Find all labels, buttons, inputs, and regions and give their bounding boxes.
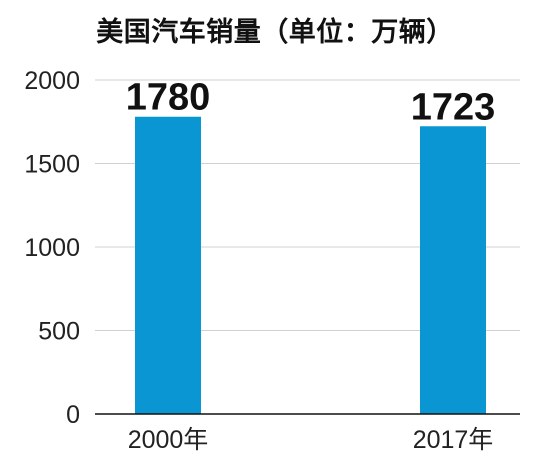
- x-tick-label: 2000年: [128, 426, 209, 454]
- y-tick-label: 1500: [24, 151, 80, 179]
- x-axis-ticks: 2000年 2017年: [128, 426, 494, 454]
- y-tick-label: 500: [38, 318, 80, 346]
- bar: [135, 116, 201, 415]
- y-tick-label: 1000: [24, 234, 80, 262]
- data-labels: 1780 1723: [126, 77, 496, 129]
- data-label: 1780: [126, 77, 211, 119]
- y-tick-label: 0: [66, 401, 80, 429]
- x-tick-label: 2017年: [413, 426, 494, 454]
- bar: [420, 126, 486, 414]
- y-tick-label: 2000: [24, 67, 80, 95]
- bars: [135, 116, 486, 415]
- y-axis-ticks: 0 500 1000 1500 2000: [24, 67, 80, 429]
- data-label: 1723: [411, 86, 496, 128]
- chart-title: 美国汽车销量（单位：万辆）: [96, 17, 454, 48]
